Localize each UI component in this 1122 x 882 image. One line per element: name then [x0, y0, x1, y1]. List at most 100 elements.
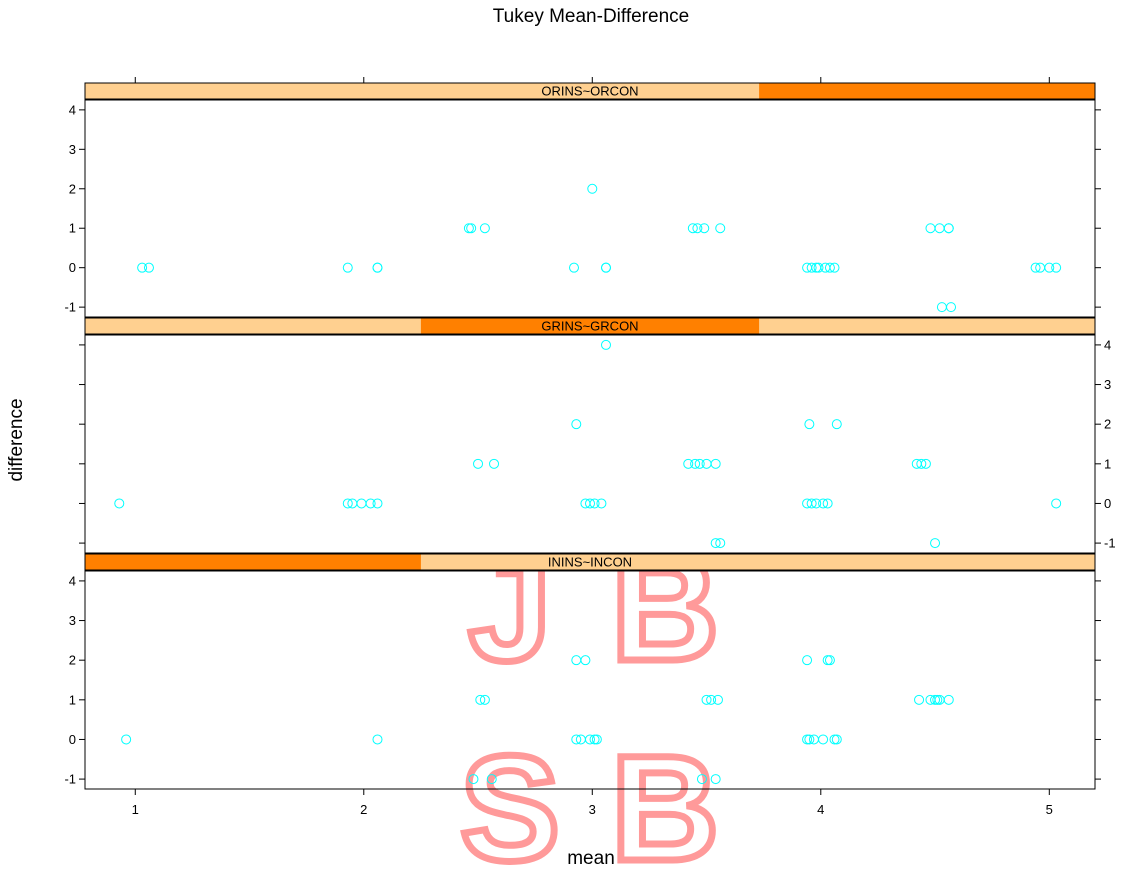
data-point — [580, 655, 591, 666]
x-tick-label: 2 — [360, 802, 367, 817]
panel: ORINS~ORCON -1 0 1 2 3 4 — [64, 82, 1101, 318]
data-point — [365, 498, 376, 509]
data-point — [571, 419, 582, 430]
data-point — [943, 223, 954, 234]
data-point — [699, 223, 710, 234]
y-tick-label: 3 — [69, 142, 76, 157]
data-point — [342, 262, 353, 273]
data-point — [822, 498, 833, 509]
data-point — [930, 694, 941, 705]
panel-strip-label: GRINS~GRCON — [541, 319, 638, 334]
data-point — [824, 655, 835, 666]
y-tick-label: 1 — [1104, 456, 1111, 471]
data-point — [914, 694, 925, 705]
data-point — [715, 223, 726, 234]
data-point — [930, 538, 941, 549]
y-tick-label: 4 — [69, 573, 76, 588]
panel: GRINS~GRCON -1 0 1 2 3 4 — [79, 317, 1116, 554]
data-point — [1044, 262, 1055, 273]
y-tick-label: 0 — [1104, 496, 1111, 511]
data-point — [818, 734, 829, 745]
y-tick-label: -1 — [1104, 536, 1116, 551]
data-point — [463, 223, 474, 234]
data-point — [715, 538, 726, 549]
y-tick-label: 1 — [69, 221, 76, 236]
x-tick-label: 3 — [589, 802, 596, 817]
data-point — [946, 302, 957, 313]
panel-strip-level — [420, 318, 760, 334]
data-point — [712, 694, 723, 705]
y-tick-label: 4 — [69, 102, 76, 117]
y-tick-label: 3 — [1104, 377, 1111, 392]
data-point — [1030, 262, 1041, 273]
x-tick-label: 1 — [132, 802, 139, 817]
data-point — [694, 458, 705, 469]
x-axis-title: mean — [567, 848, 615, 869]
data-point — [920, 458, 931, 469]
data-point — [804, 419, 815, 430]
watermark: J BS B — [456, 521, 722, 882]
data-point — [356, 498, 367, 509]
data-point — [936, 302, 947, 313]
data-point — [1051, 498, 1062, 509]
data-point — [687, 223, 698, 234]
data-point — [822, 655, 833, 666]
watermark-letter: J — [468, 524, 551, 692]
data-point — [806, 262, 817, 273]
data-point — [473, 458, 484, 469]
y-tick-label: 2 — [69, 653, 76, 668]
data-point — [479, 694, 490, 705]
data-point — [690, 458, 701, 469]
data-point — [121, 734, 132, 745]
data-point — [710, 538, 721, 549]
data-point — [372, 262, 383, 273]
data-point — [802, 734, 813, 745]
panel-strip-border — [84, 317, 1096, 335]
data-point — [585, 498, 595, 509]
panel-box — [84, 99, 1096, 318]
data-point — [569, 262, 580, 273]
data-point — [829, 262, 840, 273]
data-point — [701, 458, 712, 469]
panel-strip-border — [84, 553, 1096, 571]
data-point — [829, 734, 840, 745]
data-point — [932, 694, 943, 705]
data-point — [596, 498, 607, 509]
data-point — [696, 774, 707, 785]
data-point — [683, 458, 694, 469]
data-point — [587, 183, 598, 194]
data-point — [813, 262, 824, 273]
data-point — [571, 734, 582, 745]
data-point — [934, 223, 945, 234]
data-point — [710, 458, 721, 469]
data-point — [466, 223, 477, 234]
data-point — [589, 498, 600, 509]
y-tick-label: -1 — [64, 300, 76, 315]
data-point — [802, 655, 813, 666]
x-tick-label: 5 — [1046, 802, 1053, 817]
data-point — [710, 774, 721, 785]
data-point — [475, 694, 486, 705]
data-point — [824, 262, 835, 273]
data-point — [372, 734, 383, 745]
y-tick-label: 1 — [69, 692, 76, 707]
panel-strip-label: ININS~INCON — [548, 555, 632, 570]
data-point — [804, 734, 815, 745]
data-point — [585, 734, 595, 745]
watermark-letter: B — [611, 724, 719, 882]
panel: ININS~INCON -1 0 1 2 3 4 — [64, 553, 1101, 790]
data-point — [137, 262, 148, 273]
chart-title: Tukey Mean-Difference — [493, 6, 689, 27]
y-tick-label: 0 — [69, 732, 76, 747]
panel-box — [84, 570, 1096, 790]
panel-strip-level — [759, 83, 1095, 99]
y-tick-label: 2 — [69, 181, 76, 196]
y-tick-label: 0 — [69, 260, 76, 275]
data-point — [479, 223, 490, 234]
data-point — [701, 694, 712, 705]
data-point — [486, 774, 497, 785]
data-point — [342, 498, 353, 509]
data-point — [706, 694, 717, 705]
data-point — [806, 498, 817, 509]
